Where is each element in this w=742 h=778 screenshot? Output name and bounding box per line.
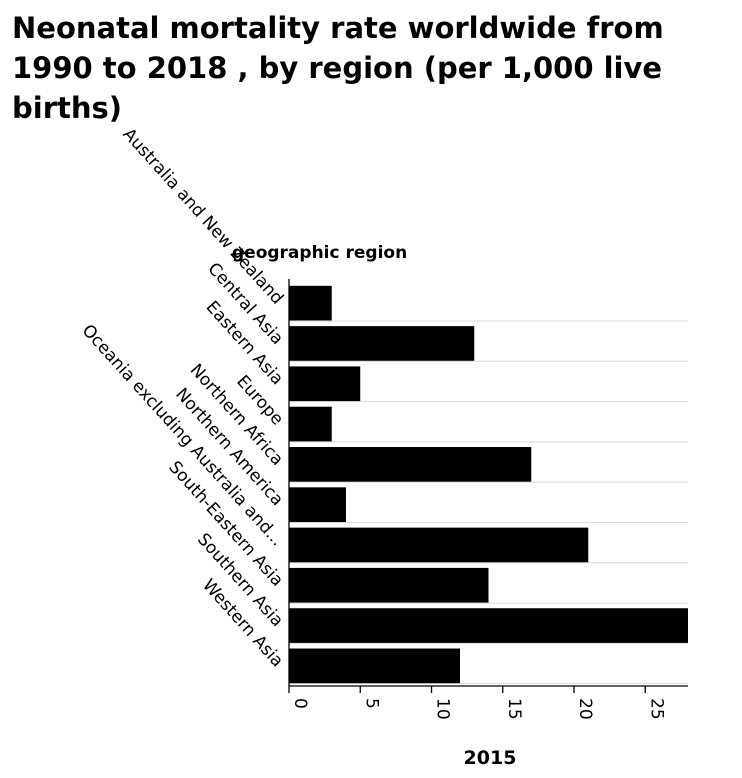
x-tick-label: 25	[646, 698, 666, 720]
bar	[289, 648, 460, 684]
chart-title: Neonatal mortality rate worldwide from 1…	[12, 11, 664, 125]
bar	[289, 608, 688, 643]
x-tick-label: 20	[575, 698, 595, 720]
bar	[289, 527, 589, 563]
bar	[289, 406, 332, 442]
bar	[289, 567, 489, 603]
x-axis-title: 2015	[464, 747, 517, 769]
bar	[289, 366, 361, 402]
axes: 0 5 10 15 20 25	[288, 279, 688, 720]
bar	[289, 447, 532, 482]
x-tick-label: 15	[504, 698, 524, 720]
grid-lines	[289, 320, 688, 685]
x-tick-label: 0	[290, 698, 310, 709]
bar	[289, 285, 332, 321]
x-tick-label: 10	[433, 698, 453, 720]
bar	[289, 326, 475, 361]
bar	[289, 487, 346, 522]
bars	[289, 285, 688, 684]
y-axis-title: geographic region	[232, 243, 407, 263]
x-tick-label: 5	[361, 698, 381, 709]
category-label: Australia and New Zealand	[119, 124, 288, 308]
